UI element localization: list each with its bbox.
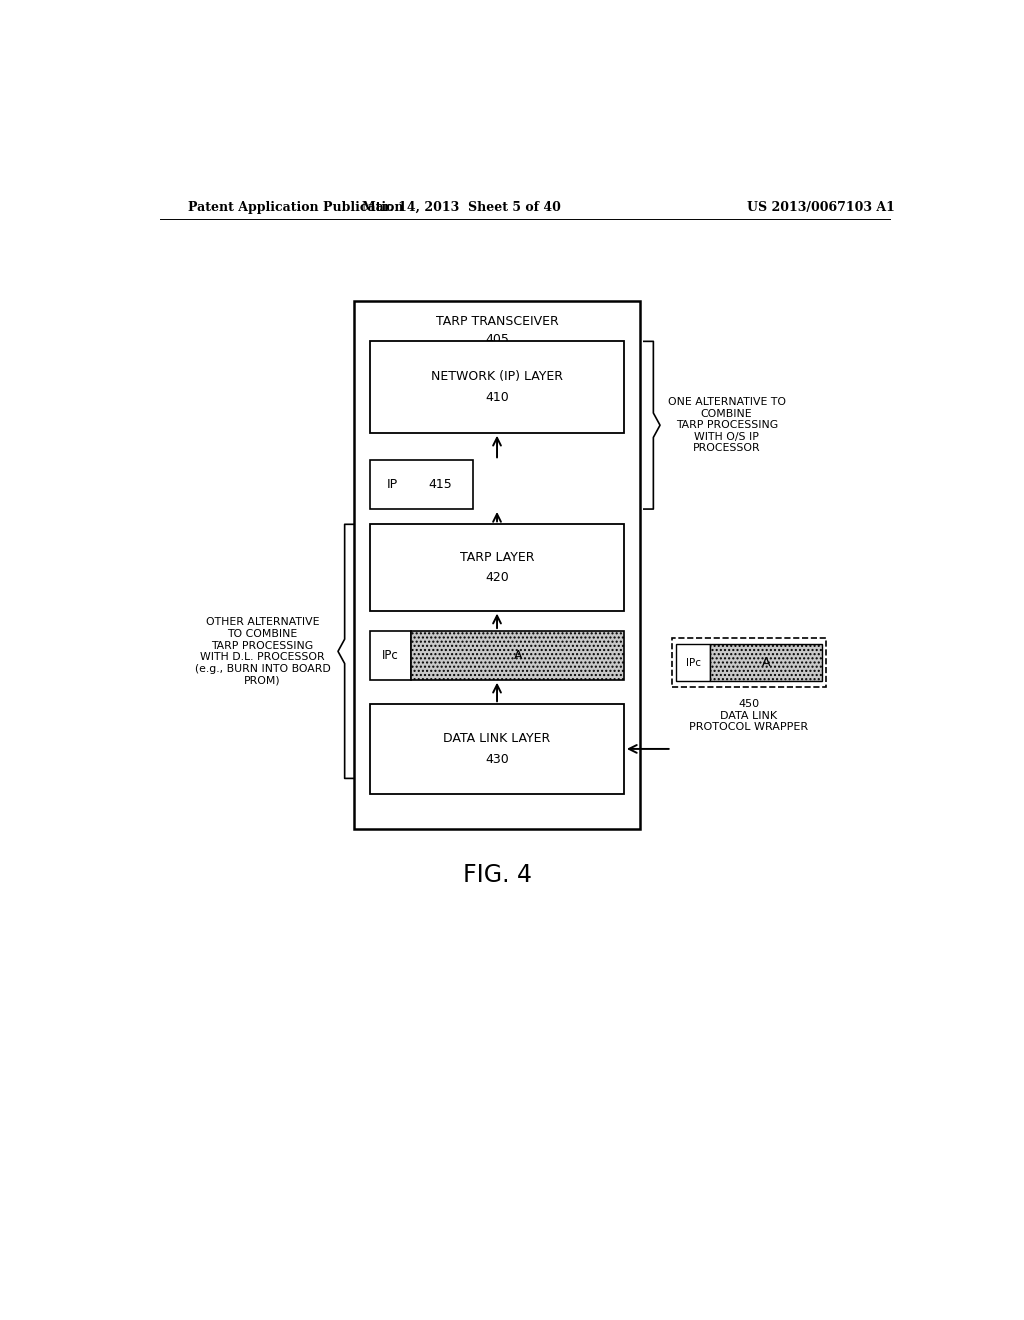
Text: TARP TRANSCEIVER: TARP TRANSCEIVER [435,314,558,327]
Text: 410: 410 [485,391,509,404]
Bar [354,301,640,829]
Bar [370,342,624,433]
Bar [370,461,473,510]
Text: IPᴄ: IPᴄ [685,657,700,668]
Text: IP: IP [387,478,398,491]
Bar [672,638,826,686]
Text: FIG. 4: FIG. 4 [463,863,532,887]
Bar [370,704,624,793]
Text: NETWORK (IP) LAYER: NETWORK (IP) LAYER [431,371,563,383]
Bar [370,524,624,611]
Text: DATA LINK LAYER: DATA LINK LAYER [443,733,551,746]
Text: 430: 430 [485,752,509,766]
Text: 415: 415 [428,478,452,491]
Text: A: A [762,656,770,669]
Text: A: A [513,649,522,661]
Text: IPᴄ: IPᴄ [382,649,399,661]
Text: US 2013/0067103 A1: US 2013/0067103 A1 [748,201,895,214]
Text: TARP LAYER: TARP LAYER [460,550,535,564]
Text: 450
DATA LINK
PROTOCOL WRAPPER: 450 DATA LINK PROTOCOL WRAPPER [689,700,809,733]
Bar [412,631,624,680]
Bar [370,631,412,680]
Text: Patent Application Publication: Patent Application Publication [187,201,403,214]
Text: OTHER ALTERNATIVE
TO COMBINE
TARP PROCESSING
WITH D.L. PROCESSOR
(e.g., BURN INT: OTHER ALTERNATIVE TO COMBINE TARP PROCES… [195,618,331,685]
Text: 405: 405 [485,333,509,346]
Text: Mar. 14, 2013  Sheet 5 of 40: Mar. 14, 2013 Sheet 5 of 40 [361,201,561,214]
Text: 420: 420 [485,572,509,585]
Bar [710,644,821,681]
Text: ONE ALTERNATIVE TO
COMBINE
TARP PROCESSING
WITH O/S IP
PROCESSOR: ONE ALTERNATIVE TO COMBINE TARP PROCESSI… [668,397,785,453]
Bar [677,644,710,681]
